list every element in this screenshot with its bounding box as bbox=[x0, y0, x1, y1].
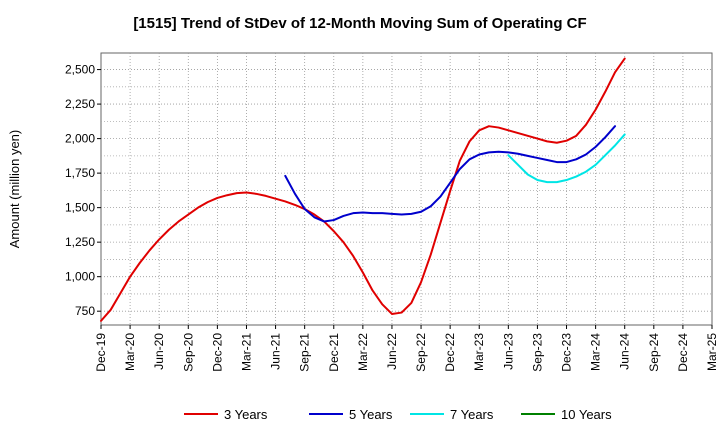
y-tick-label: 2,500 bbox=[65, 63, 95, 77]
y-tick-label: 1,250 bbox=[65, 235, 95, 249]
y-tick-label: 1,000 bbox=[65, 270, 95, 284]
x-tick-label: Sep-23 bbox=[530, 333, 544, 372]
x-tick-label: Dec-23 bbox=[560, 333, 574, 372]
x-tick-label: Jun-22 bbox=[385, 333, 399, 370]
legend-label-10-years: 10 Years bbox=[561, 407, 612, 422]
series-line-3-years bbox=[100, 57, 626, 322]
x-tick-label: Jun-21 bbox=[269, 333, 283, 370]
y-axis-ticks: 750 1,000 1,250 1,500 1,750 2,000 2,250 2,500 bbox=[65, 63, 101, 318]
x-tick-label: Jun-24 bbox=[618, 333, 632, 370]
x-tick-label: Sep-24 bbox=[647, 333, 661, 372]
x-tick-label: Mar-22 bbox=[356, 333, 370, 371]
y-tick-label: 750 bbox=[75, 304, 95, 318]
x-tick-label: Jun-20 bbox=[152, 333, 166, 370]
x-tick-label: Dec-24 bbox=[676, 333, 690, 372]
x-tick-label: Mar-25 bbox=[705, 333, 719, 371]
plot-area bbox=[100, 52, 713, 326]
x-tick-label: Dec-22 bbox=[443, 333, 457, 372]
grid bbox=[101, 53, 712, 325]
x-tick-label: Sep-20 bbox=[181, 333, 195, 372]
x-tick-label: Sep-21 bbox=[298, 333, 312, 372]
x-tick-label: Mar-24 bbox=[589, 333, 603, 371]
series-line-7-years bbox=[507, 133, 626, 184]
legend: 3 Years 5 Years 7 Years 10 Years bbox=[184, 407, 612, 422]
series-group bbox=[100, 57, 626, 322]
series-line-5-years bbox=[284, 125, 617, 223]
x-tick-label: Mar-21 bbox=[239, 333, 253, 371]
y-axis-label: Amount (million yen) bbox=[7, 130, 22, 249]
x-tick-label: Dec-19 bbox=[94, 333, 108, 372]
legend-label-3-years: 3 Years bbox=[224, 407, 268, 422]
y-tick-label: 2,000 bbox=[65, 132, 95, 146]
x-axis-ticks: Dec-19 Mar-20 Jun-20 Sep-20 Dec-20 Mar-21 Jun-… bbox=[94, 325, 719, 372]
x-tick-label: Dec-20 bbox=[210, 333, 224, 372]
x-tick-label: Sep-22 bbox=[414, 333, 428, 372]
y-tick-label: 2,250 bbox=[65, 97, 95, 111]
legend-label-7-years: 7 Years bbox=[450, 407, 494, 422]
y-tick-label: 1,750 bbox=[65, 166, 95, 180]
legend-label-5-years: 5 Years bbox=[349, 407, 393, 422]
x-tick-label: Mar-23 bbox=[472, 333, 486, 371]
chart-title: [1515] Trend of StDev of 12-Month Moving… bbox=[133, 15, 586, 32]
y-tick-label: 1,500 bbox=[65, 201, 95, 215]
x-tick-label: Dec-21 bbox=[327, 333, 341, 372]
x-tick-label: Mar-20 bbox=[123, 333, 137, 371]
x-tick-label: Jun-23 bbox=[501, 333, 515, 370]
